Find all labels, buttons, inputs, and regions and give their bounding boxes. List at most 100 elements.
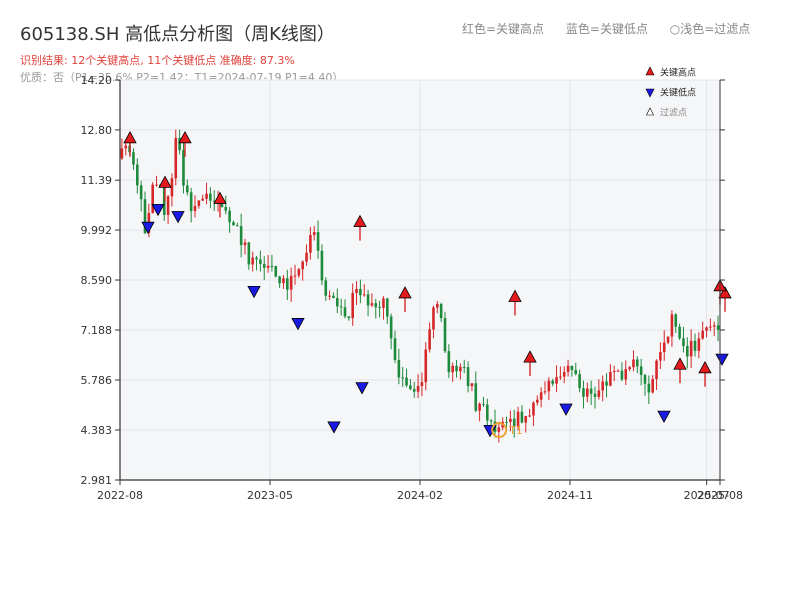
x-tick-label: 2024-02 [397,489,443,502]
candle-body [320,250,324,281]
candle-body [382,298,385,308]
candle-body [482,403,485,405]
candle-body [555,377,558,384]
candle-body [497,427,501,432]
candle-body [566,365,570,372]
candle-body [162,186,166,215]
candle-body [682,338,685,346]
candle-body [312,232,316,236]
candle-body [236,225,239,227]
candle-body [655,360,658,380]
candle-body [639,366,643,375]
candle-body [378,307,381,309]
candles [120,129,720,443]
t1-label: T1 [508,424,523,437]
candle-body [316,232,320,251]
candle-body [297,269,301,276]
legend-filtered-marker [646,107,654,116]
legend-high-marker [645,66,655,76]
candle-body [524,416,528,423]
candle-body [405,377,408,386]
candle-body [174,137,178,179]
candle-body [462,366,466,368]
y-tick-label: 14.20 [81,74,113,87]
candle-body [489,420,493,422]
candle-body [205,193,208,199]
candle-body [151,184,154,214]
candle-body [328,295,331,297]
candle-body [628,367,631,370]
candle-body [262,263,266,268]
legend-label: 关键低点 [660,87,696,99]
candle-body [416,386,420,392]
candle-body [178,137,181,151]
legend-low-marker [645,88,655,98]
y-tick-label: 11.39 [81,174,113,187]
candle-body [393,338,397,361]
candle-body [401,377,404,379]
candle-body [274,265,278,277]
candle-body [278,276,281,284]
x-tick-label: 2022-08 [97,489,143,502]
candle-body [362,294,366,296]
candle-body [351,293,354,319]
candle-body [386,298,389,317]
candle-body [120,148,124,159]
candle-body [716,325,720,330]
key-low-marker [151,203,165,217]
chart-title: 605138.SH 高低点分析图（周K线图） [20,24,335,45]
candle-body [466,367,470,387]
candle-body [559,376,562,378]
candle-body [239,226,243,246]
candle-body [605,381,608,386]
candle-body [516,411,520,427]
candle-body [224,206,228,211]
candle-body [674,314,678,327]
x-tick-label: 2023-05 [247,489,293,502]
candle-body [712,325,716,327]
candle-body [132,152,135,165]
candle-body [193,205,197,212]
candle-body [397,360,401,378]
candle-body [370,303,374,306]
candle-body [586,388,589,397]
key-low-marker [141,221,155,235]
key-high-marker [698,360,712,374]
y-tick-label: 9.992 [81,224,113,237]
key-high-marker [508,289,522,302]
color-key-blue: 蓝色=关键低点 [565,22,648,36]
candle-body [136,164,139,186]
candle-body [251,257,254,265]
y-tick-label: 2.981 [81,474,113,487]
candle-body [666,336,670,343]
candle-body [616,370,620,372]
candle-body [697,338,701,351]
t1-marker [491,422,508,439]
candle-body [366,294,370,306]
candle-body [455,365,458,372]
candle-body [166,196,170,215]
key-low-marker [355,382,369,395]
candle-body [632,359,635,368]
candle-body [347,316,351,319]
candle-body [474,383,478,411]
candle-body [424,349,428,383]
y-tick-label: 8.590 [81,274,113,287]
candle-body [343,307,347,317]
candle-body [197,200,201,206]
candle-body [439,303,443,319]
candle-body [520,411,524,423]
candle-body [582,388,585,397]
candle-body [609,371,612,386]
y-tick-label: 4.383 [81,424,113,437]
candle-body [459,366,462,372]
candle-body [528,415,531,417]
key-low-marker [657,410,671,423]
candle-body [689,340,693,357]
result-summary: 识别结果: 12个关键高点, 11个关键低点 准确度: 87.3% [20,54,295,67]
candle-body [339,306,343,308]
candle-body [189,192,193,212]
candle-body [701,330,704,339]
